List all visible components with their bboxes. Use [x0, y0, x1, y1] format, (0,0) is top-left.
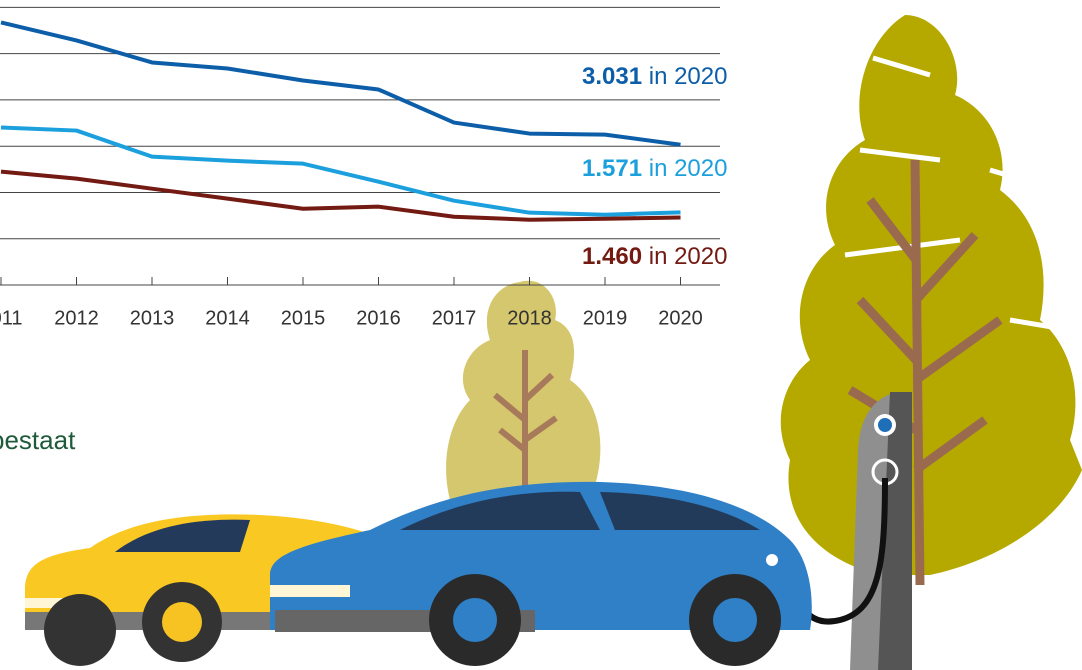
x-tick-label: 2012 [54, 307, 99, 329]
data-line [1, 128, 681, 215]
x-tick-label: 2013 [130, 307, 175, 329]
value-label-number: 1.571 [582, 155, 642, 182]
value-label: 3.031 in 2020 [582, 63, 727, 90]
value-label: 1.460 in 2020 [582, 243, 727, 270]
value-label-note: in 2020 [649, 63, 728, 90]
illustration [25, 15, 1082, 670]
x-tick-label: 2011 [0, 307, 23, 329]
x-tick-label: 2015 [281, 307, 326, 329]
x-tick-label: 2016 [356, 307, 401, 329]
blue-car-light [270, 585, 350, 597]
value-label-number: 1.460 [582, 243, 642, 270]
x-tick-label: 2020 [658, 307, 703, 329]
wheel-hub [713, 598, 757, 642]
x-tick-label: 2014 [205, 307, 250, 329]
chart: bestaat 2011 2012 2013 2014 2015 2016 2017 2018… [0, 0, 1082, 670]
wheel-hub [453, 598, 497, 642]
big-tree [781, 15, 1082, 575]
x-tick-label: 2017 [432, 307, 477, 329]
x-tick-label: 2019 [583, 307, 628, 329]
caption: bestaat [0, 425, 76, 455]
value-label-note: in 2020 [649, 243, 728, 270]
charger-icon [878, 418, 892, 432]
blue-car-port [766, 554, 778, 566]
wheel-hub [162, 602, 202, 642]
data-line [1, 22, 681, 144]
value-label-note: in 2020 [649, 155, 728, 182]
value-label-number: 3.031 [582, 63, 642, 90]
x-tick-label: 2018 [507, 307, 552, 329]
value-label: 1.571 in 2020 [582, 155, 727, 182]
page: bestaat 2011 2012 2013 2014 2015 2016 2017 2018… [0, 0, 1082, 670]
wheel [44, 594, 116, 666]
